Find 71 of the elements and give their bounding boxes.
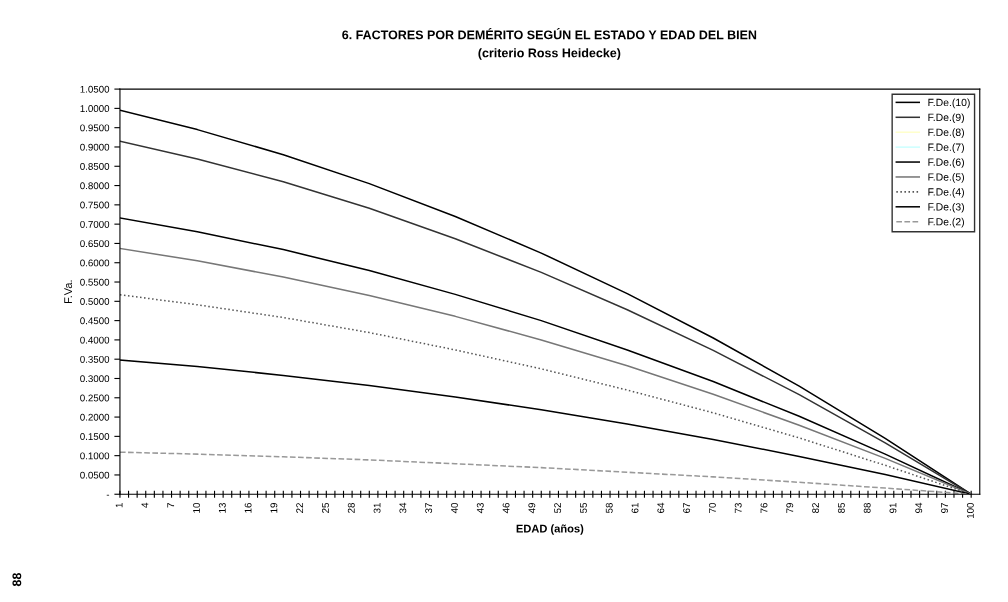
y-tick-label: 1.0500 (80, 85, 110, 93)
y-tick-label: 0.6500 (80, 240, 110, 248)
y-tick-label: - (106, 494, 110, 496)
x-tick-label: 61 (631, 503, 639, 513)
x-axis-title: EDAD (años) (516, 524, 584, 535)
y-tick-label: 0.6000 (80, 259, 110, 267)
x-tick-label: 73 (734, 503, 742, 513)
x-tick-label: 88 (863, 503, 871, 513)
chart-subtitle: (criterio Ross Heidecke) (478, 48, 621, 60)
x-tick-label: 7 (167, 503, 175, 508)
y-tick-label: 0.8500 (80, 163, 110, 170)
x-tick-label: 94 (915, 502, 923, 513)
x-tick-label: 97 (941, 503, 948, 513)
x-tick-label: 25 (322, 502, 329, 513)
x-tick-label: 70 (708, 502, 716, 513)
x-tick-label: 67 (683, 503, 691, 513)
x-tick-label: 22 (296, 503, 304, 513)
y-tick-label: 0.7500 (80, 201, 110, 209)
x-tick-label: 28 (347, 503, 355, 513)
x-tick-label: 16 (244, 503, 252, 513)
y-tick-label: 0.9500 (80, 124, 110, 132)
x-tick-label: 58 (605, 503, 613, 513)
x-tick-label: 1 (115, 503, 123, 508)
y-tick-label: 0.3000 (80, 375, 110, 383)
legend-label: F.De.(10) (928, 98, 970, 109)
chart-title: 6. FACTORES POR DEMÉRITO SEGÚN EL ESTADO Y EDAD DEL BIEN (342, 28, 757, 40)
y-axis-title: F.Va. (64, 280, 73, 303)
x-tick-label: 49 (528, 503, 536, 514)
y-tick-label: 0.2000 (80, 413, 110, 421)
line-series (119, 451, 972, 495)
y-tick-label: 0.5000 (80, 298, 110, 305)
x-tick-label: 55 (580, 502, 587, 513)
legend-label: F.De.(7) (928, 143, 964, 153)
x-tick-label: 13 (218, 503, 226, 513)
x-tick-label: 37 (425, 503, 433, 514)
y-tick-label: 0.2500 (80, 394, 110, 402)
x-tick-label: 64 (657, 502, 665, 513)
legend-label: F.De.(2) (928, 217, 964, 228)
x-tick-label: 40 (451, 502, 458, 514)
x-tick-label: 85 (837, 502, 845, 513)
x-tick-label: 91 (889, 503, 897, 513)
y-tick-label: 0.9000 (80, 143, 110, 151)
x-tick-label: 76 (760, 503, 768, 513)
y-tick-label: 0.3500 (80, 355, 110, 363)
x-tick-label: 4 (141, 502, 149, 508)
y-tick-label: 0.4000 (80, 336, 110, 344)
y-tick-label: 0.5500 (80, 278, 110, 286)
legend-label: F.De.(6) (928, 158, 964, 168)
legend-label: F.De.(3) (928, 202, 964, 213)
x-tick-label: 46 (502, 503, 510, 514)
legend-label: F.De.(9) (928, 113, 964, 124)
y-tick-label: 0.8000 (80, 182, 110, 190)
y-tick-label: 1.0000 (80, 105, 110, 113)
y-tick-label: 0.7000 (80, 220, 110, 228)
x-tick-label: 31 (373, 503, 381, 514)
x-tick-label: 34 (399, 502, 407, 514)
x-tick-label: 82 (812, 503, 820, 513)
x-tick-label: 19 (270, 503, 278, 513)
y-tick-label: 0.4500 (80, 317, 110, 325)
text: 88 (12, 573, 22, 587)
x-tick-label: 52 (554, 503, 562, 513)
y-tick-label: 0.1000 (80, 452, 110, 460)
x-tick-label: 100 (966, 502, 974, 519)
legend-label: F.De.(4) (928, 187, 964, 198)
x-tick-label: 43 (476, 503, 484, 514)
x-tick-label: 10 (193, 502, 200, 513)
x-tick-label: 79 (786, 503, 794, 513)
legend-label: F.De.(8) (928, 128, 964, 139)
legend-label: F.De.(5) (928, 173, 964, 183)
y-tick-label: 0.1500 (80, 433, 110, 440)
y-tick-label: 0.0500 (80, 471, 110, 479)
